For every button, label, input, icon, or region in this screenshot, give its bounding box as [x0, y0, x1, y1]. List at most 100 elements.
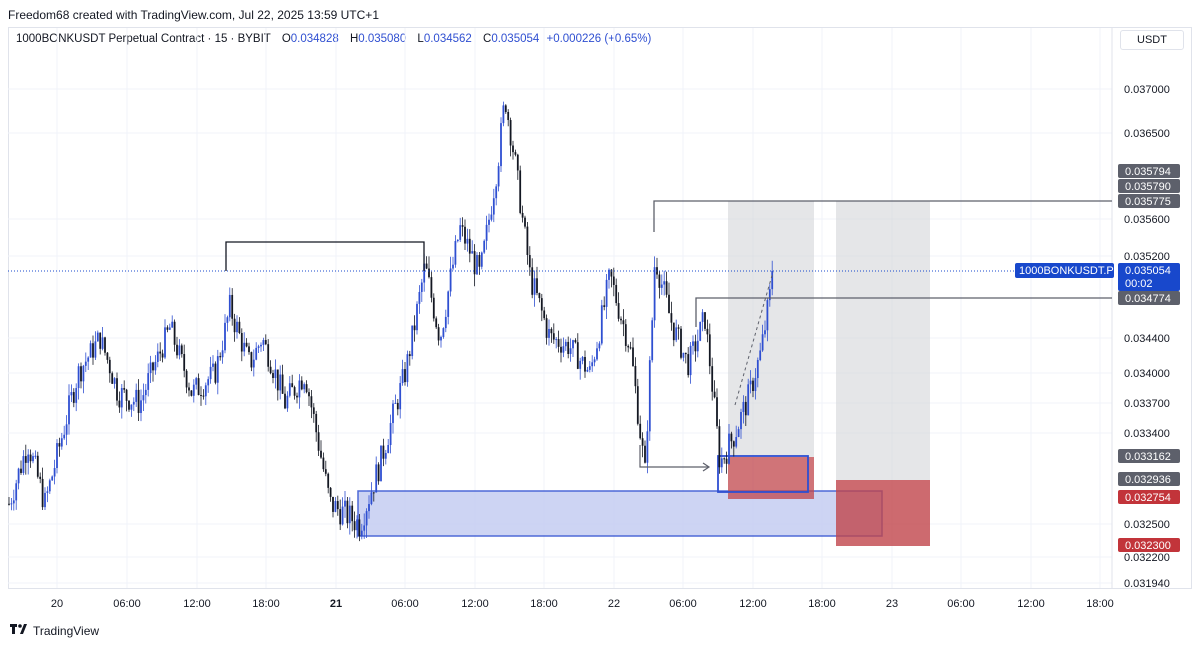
- candle-body: [360, 530, 363, 537]
- candle: [581, 356, 584, 365]
- high-value: 0.035080: [358, 33, 407, 45]
- candle-body: [492, 198, 495, 215]
- candle-body: [70, 392, 73, 396]
- candle: [579, 357, 582, 380]
- x-tick-label: 18:00: [530, 598, 558, 610]
- candle-body: [406, 354, 409, 383]
- candle: [288, 376, 291, 398]
- candle-body: [291, 383, 294, 388]
- candle-body: [308, 392, 310, 397]
- candle-body: [188, 387, 190, 391]
- currency-button[interactable]: USDT: [1120, 30, 1184, 50]
- candle: [399, 376, 402, 419]
- time-axis: 20 06:00 12:00 18:00 21 06:00 12:00 18:00 22 06:0…: [51, 598, 1114, 610]
- candle: [130, 404, 133, 417]
- x-tick-label: 06:00: [669, 598, 697, 610]
- candle: [296, 392, 298, 404]
- candle-body: [519, 170, 522, 213]
- candle-body: [39, 476, 42, 479]
- candle-body: [178, 345, 181, 356]
- candle-body: [195, 378, 198, 385]
- candle-body: [288, 383, 291, 396]
- candle: [675, 319, 678, 343]
- candle: [243, 332, 246, 357]
- candle: [670, 301, 673, 331]
- candle-body: [166, 327, 169, 330]
- candle-body: [420, 282, 423, 292]
- candle: [363, 513, 366, 539]
- candle: [382, 438, 385, 467]
- candle: [504, 104, 507, 114]
- candle: [404, 362, 406, 386]
- candle: [720, 447, 723, 473]
- candle: [142, 383, 145, 411]
- candle-body: [236, 321, 238, 333]
- candle: [624, 319, 627, 352]
- candle-body: [576, 342, 579, 369]
- chart-credit: Freedom68 created with TradingView.com, …: [8, 8, 379, 22]
- symbol-title[interactable]: 1000BONKUSDT Perpetual Contract · 15 · B…: [16, 33, 271, 45]
- candle-body: [161, 353, 164, 358]
- candle: [406, 350, 409, 387]
- resistance-line-2: [653, 200, 1112, 232]
- candle-body: [672, 322, 675, 341]
- candle: [656, 257, 658, 279]
- candle: [41, 467, 44, 511]
- candle: [252, 349, 255, 377]
- candle: [176, 336, 178, 359]
- candle: [437, 323, 440, 346]
- candle: [428, 256, 430, 279]
- candle-body: [142, 395, 145, 401]
- candle-body: [485, 224, 488, 241]
- candle: [224, 314, 226, 354]
- candle-body: [92, 343, 94, 358]
- ohlc-legend: 1000BONKUSDT Perpetual Contract · 15 · B…: [16, 33, 651, 45]
- candle-body: [332, 496, 334, 512]
- candle-body: [639, 423, 642, 439]
- candle-body: [610, 269, 613, 277]
- candle-body: [53, 468, 56, 477]
- candle-body: [478, 255, 481, 267]
- candle-body: [358, 519, 361, 537]
- price-tag: 0.032754: [1118, 490, 1180, 504]
- demand-zone-small: [717, 455, 809, 493]
- candle-body: [677, 327, 680, 329]
- candle-body: [404, 369, 406, 383]
- candle: [608, 268, 610, 289]
- candle-body: [668, 294, 670, 314]
- candle-body: [644, 445, 646, 463]
- candle: [344, 491, 346, 518]
- candle: [548, 319, 550, 346]
- candle-body: [171, 321, 174, 328]
- candle: [557, 330, 560, 353]
- candle: [500, 117, 502, 173]
- candle: [596, 341, 598, 361]
- close-label: C: [483, 33, 492, 45]
- candle: [651, 317, 654, 363]
- candle-body: [240, 332, 243, 352]
- candle-body: [339, 509, 342, 525]
- candle: [689, 341, 692, 384]
- candle-body: [560, 346, 562, 353]
- candle: [387, 439, 390, 454]
- candle: [749, 370, 752, 394]
- candle-body: [68, 395, 70, 425]
- candle-body: [591, 362, 594, 367]
- candle-body: [473, 251, 476, 275]
- candle-body: [521, 212, 524, 218]
- candle-body: [730, 433, 733, 442]
- candle-body: [646, 431, 649, 463]
- price-tag-bg: [1118, 449, 1180, 463]
- candle-body: [476, 255, 478, 275]
- candle: [612, 267, 615, 297]
- candle-body: [120, 388, 123, 408]
- candle: [564, 339, 567, 351]
- projection-line: [734, 271, 774, 406]
- candle: [706, 319, 709, 343]
- candle-body: [101, 337, 104, 349]
- price-tags: 0.035794 0.035790 0.035775 1000BONKUSDT.P 0.…: [1015, 164, 1180, 552]
- candle: [384, 449, 387, 465]
- candle: [692, 335, 694, 355]
- candle: [591, 355, 594, 372]
